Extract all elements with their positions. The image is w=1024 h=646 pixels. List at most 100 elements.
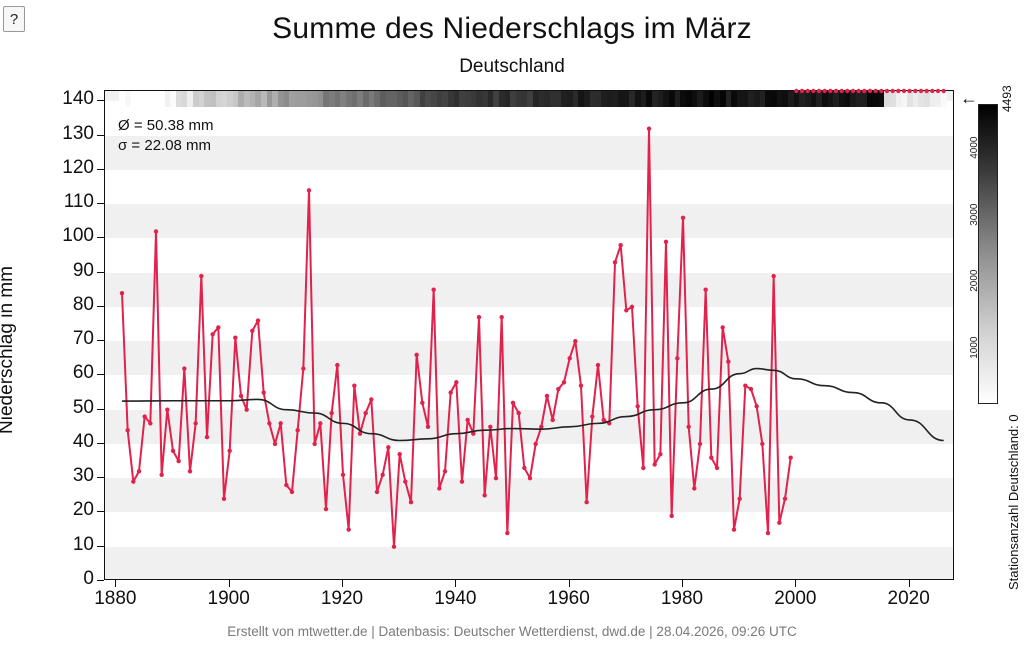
station-count-bar bbox=[493, 91, 500, 107]
y-axis-tick-label: 120 bbox=[62, 156, 94, 178]
station-count-bar bbox=[164, 91, 172, 107]
help-button[interactable]: ? bbox=[3, 6, 25, 32]
station-count-bar bbox=[623, 91, 631, 107]
data-point bbox=[255, 318, 261, 323]
station-count-bar bbox=[872, 91, 880, 107]
station-count-bar bbox=[283, 91, 291, 107]
data-point bbox=[669, 513, 674, 519]
data-point bbox=[471, 431, 476, 436]
x-axis-tick-label: 1940 bbox=[434, 588, 477, 609]
data-point bbox=[125, 428, 130, 433]
data-point bbox=[544, 393, 550, 399]
y-axis-tick-label: 40 bbox=[72, 430, 94, 452]
chart-band bbox=[105, 272, 953, 307]
station-count-bar bbox=[549, 91, 557, 107]
data-point bbox=[414, 352, 419, 358]
data-point bbox=[697, 441, 703, 447]
data-point bbox=[703, 287, 708, 292]
data-point bbox=[335, 362, 340, 368]
stats-mean: Ø = 50.38 mm bbox=[118, 117, 214, 134]
data-point bbox=[176, 458, 181, 464]
data-point bbox=[709, 455, 714, 460]
data-point bbox=[289, 489, 295, 495]
data-point bbox=[624, 308, 629, 313]
y-axis-tick-mark bbox=[97, 580, 104, 581]
data-point bbox=[284, 482, 289, 488]
y-axis-tick-mark bbox=[97, 442, 104, 444]
station-count-bar bbox=[708, 91, 716, 107]
station-count-bar bbox=[583, 91, 591, 107]
data-point bbox=[278, 421, 283, 426]
station-count-bar bbox=[646, 91, 653, 107]
data-point bbox=[618, 242, 623, 248]
data-point bbox=[476, 314, 482, 320]
data-point bbox=[595, 362, 601, 368]
data-point bbox=[323, 506, 329, 512]
y-axis-tick-mark bbox=[97, 408, 104, 410]
data-point bbox=[454, 380, 459, 385]
data-point bbox=[845, 88, 850, 94]
data-point bbox=[641, 465, 646, 471]
x-axis-tick-label: 2020 bbox=[887, 588, 930, 609]
data-point bbox=[731, 527, 737, 532]
data-point bbox=[828, 88, 833, 94]
station-count-bar bbox=[430, 91, 438, 107]
data-point bbox=[295, 428, 300, 433]
y-axis-tick-label: 30 bbox=[72, 465, 94, 487]
station-count-bar bbox=[340, 91, 347, 107]
data-point bbox=[680, 215, 686, 220]
chart-band bbox=[105, 204, 953, 239]
station-count-bar bbox=[294, 91, 302, 107]
station-count-bar bbox=[748, 91, 755, 107]
colorbar-axis-label: Stationsanzahl Deutschland: 0 bbox=[1006, 414, 1021, 590]
data-point bbox=[250, 328, 255, 334]
data-point bbox=[221, 496, 227, 501]
data-point bbox=[165, 407, 170, 412]
station-count-bar bbox=[413, 91, 421, 107]
station-count-bar bbox=[680, 91, 687, 107]
y-axis-tick-mark bbox=[97, 168, 104, 170]
data-point bbox=[573, 338, 578, 344]
station-count-bar bbox=[425, 91, 432, 107]
station-count-bar bbox=[657, 91, 665, 107]
station-count-bar bbox=[215, 91, 223, 107]
x-axis-tick-mark bbox=[115, 580, 117, 587]
data-point bbox=[488, 424, 493, 430]
y-axis-tick-label: 70 bbox=[72, 328, 94, 350]
data-point bbox=[873, 88, 878, 94]
data-point bbox=[306, 188, 312, 193]
station-count-bar bbox=[209, 91, 217, 107]
y-axis-tick-mark bbox=[97, 203, 104, 205]
station-count-bar bbox=[436, 91, 444, 107]
colorbar-tick-label: 1000 bbox=[968, 336, 980, 359]
data-point bbox=[363, 410, 368, 416]
data-point bbox=[805, 88, 810, 94]
station-count-bar bbox=[595, 91, 602, 107]
chart-band bbox=[105, 135, 953, 170]
data-point bbox=[136, 469, 142, 474]
data-point bbox=[799, 88, 805, 94]
station-count-bar bbox=[612, 91, 619, 107]
data-point bbox=[663, 239, 669, 244]
data-point bbox=[516, 410, 521, 416]
station-count-bar bbox=[731, 91, 738, 107]
station-count-bar bbox=[192, 91, 200, 107]
data-point bbox=[227, 448, 232, 453]
station-count-bar bbox=[532, 91, 540, 107]
data-point bbox=[884, 88, 890, 94]
station-count-bar bbox=[929, 91, 937, 107]
chart-series-layer bbox=[119, 88, 946, 549]
data-point bbox=[442, 469, 448, 474]
station-count-bar bbox=[770, 91, 778, 107]
station-count-bar bbox=[136, 91, 143, 107]
y-axis-tick-mark bbox=[97, 340, 104, 342]
station-count-bar bbox=[232, 91, 240, 107]
station-count-bar bbox=[306, 91, 313, 107]
y-axis-tick-label: 10 bbox=[72, 533, 94, 555]
data-point bbox=[131, 479, 136, 484]
data-point bbox=[397, 452, 402, 457]
data-point bbox=[340, 472, 346, 477]
station-count-bar bbox=[249, 91, 257, 107]
station-count-bar bbox=[850, 91, 857, 107]
data-point bbox=[380, 472, 385, 477]
